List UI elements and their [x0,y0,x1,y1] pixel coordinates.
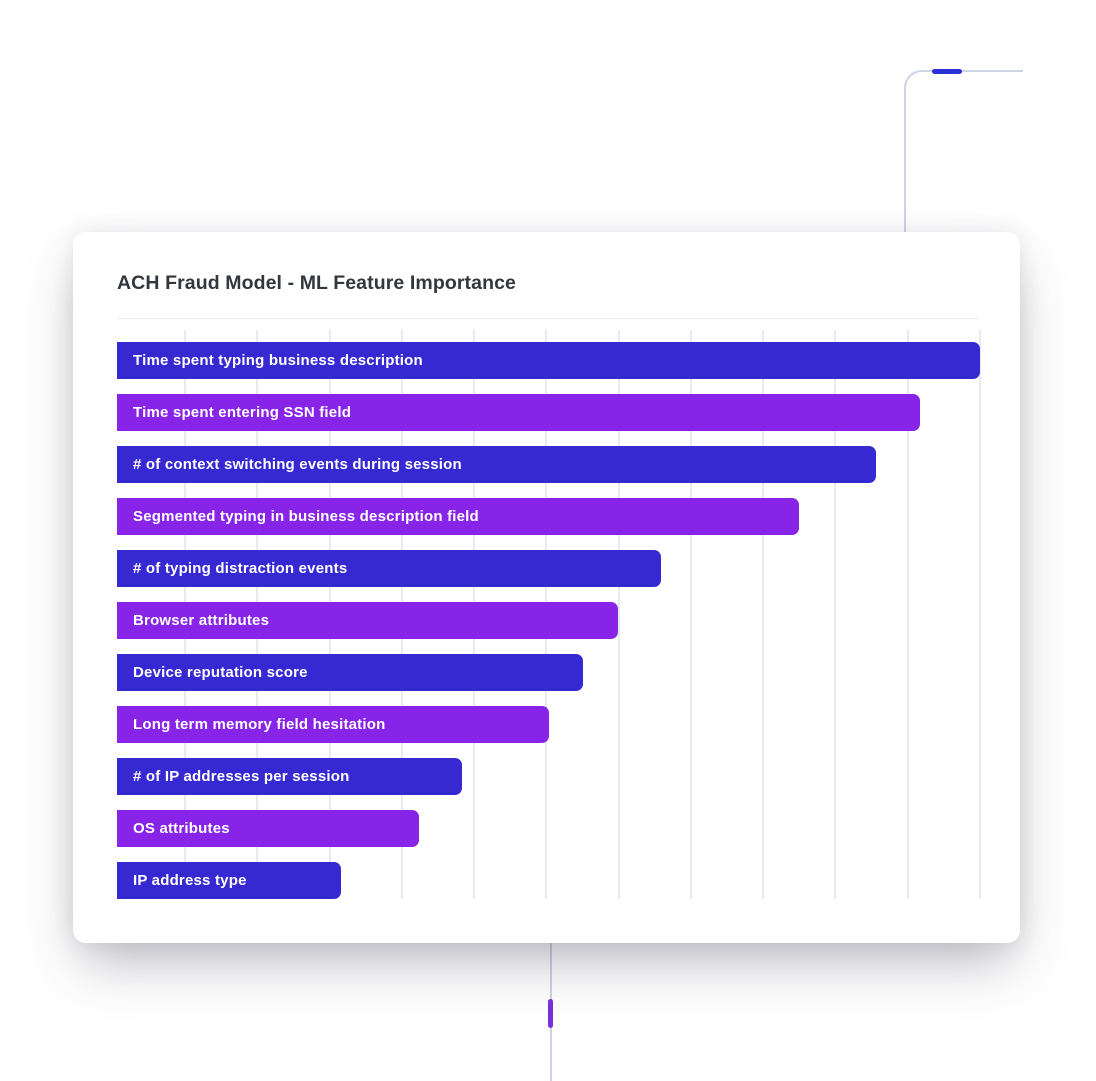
bar-label: # of typing distraction events [133,560,348,577]
gridline [762,330,765,899]
bar-row: Long term memory field hesitation [117,706,980,743]
bar-row: Time spent entering SSN field [117,394,980,431]
gridline [979,330,981,899]
bar-label: Segmented typing in business description… [133,508,479,525]
bar-row: IP address type [117,862,980,899]
bar-list: Time spent typing business description Ti… [117,342,980,914]
chart-title: ACH Fraud Model - ML Feature Importance [117,272,516,294]
bar-row: Segmented typing in business description… [117,498,980,535]
bar-row: Device reputation score [117,654,980,691]
bar-label: Browser attributes [133,612,270,629]
title-divider [117,318,978,319]
bar: # of context switching events during ses… [117,446,877,483]
bar: Browser attributes [117,602,618,639]
bar-label: Device reputation score [133,664,308,681]
bar: Time spent typing business description [117,342,980,379]
gridline [689,330,692,899]
plot-area: Time spent typing business description Ti… [117,330,981,899]
top-right-blue-dash [932,69,962,74]
gridline [617,330,620,899]
bar-row: Browser attributes [117,602,980,639]
bar-label: OS attributes [133,820,230,837]
bar: OS attributes [117,810,420,847]
bar: # of IP addresses per session [117,758,463,795]
bar-label: Long term memory field hesitation [133,716,386,733]
gridline [834,330,837,899]
bottom-purple-dash [548,999,553,1028]
bar-label: Time spent typing business description [133,352,423,369]
bar-row: Time spent typing business description [117,342,980,379]
bar: # of typing distraction events [117,550,661,587]
bar-row: OS attributes [117,810,980,847]
bar: Time spent entering SSN field [117,394,920,431]
bar-label: # of context switching events during ses… [133,456,462,473]
bar-label: # of IP addresses per session [133,768,350,785]
bar: IP address type [117,862,342,899]
bar-row: # of context switching events during ses… [117,446,980,483]
bar: Long term memory field hesitation [117,706,549,743]
top-right-connector-line [904,70,1023,232]
bar-label: IP address type [133,872,247,889]
bar: Segmented typing in business description… [117,498,799,535]
bar-row: # of typing distraction events [117,550,980,587]
gridline [906,330,909,899]
bar-label: Time spent entering SSN field [133,404,352,421]
bar-row: # of IP addresses per session [117,758,980,795]
chart-card: ACH Fraud Model - ML Feature Importance … [73,232,1020,943]
bar: Device reputation score [117,654,584,691]
